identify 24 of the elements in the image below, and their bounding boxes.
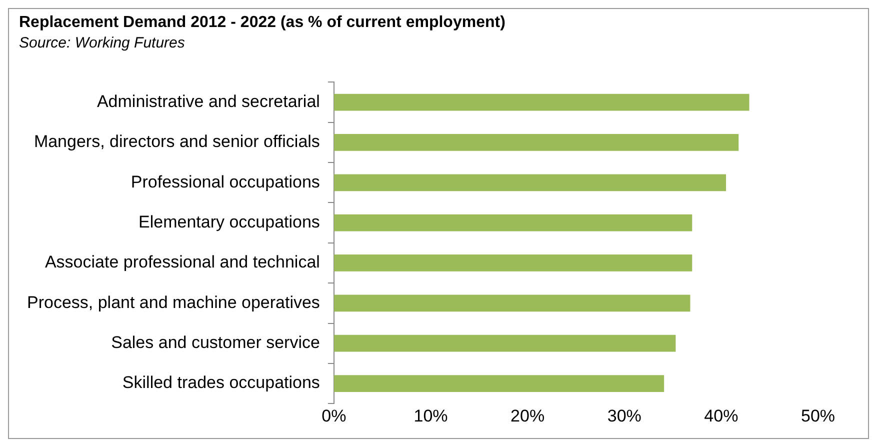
bar: [334, 254, 692, 272]
y-tick-label: Skilled trades occupations: [122, 373, 320, 392]
x-tick-label: 50%: [800, 406, 836, 426]
bar: [334, 134, 739, 151]
x-tick-label: 10%: [414, 406, 448, 426]
bar: [334, 375, 664, 392]
text: Source: Working Futures: [19, 34, 186, 52]
chart-title: Replacement Demand 2012 - 2022 (as % of current employment): [19, 14, 506, 32]
x-tick-label: 0%: [322, 406, 346, 426]
y-tick-label: Elementary occupations: [138, 212, 320, 232]
bar: [334, 94, 750, 111]
y-tick-label: Associate professional and technical: [44, 252, 320, 272]
bar: [334, 334, 676, 352]
y-tick-label: Sales and customer service: [111, 333, 320, 352]
y-tick-label: Administrative and secretarial: [96, 92, 320, 111]
x-tick-label: 40%: [704, 406, 738, 426]
bar: [334, 214, 692, 232]
x-tick-label: 20%: [510, 406, 545, 426]
y-tick-label: Process, plant and machine operatives: [26, 292, 320, 312]
y-tick-label: Professional occupations: [130, 172, 320, 192]
bar: [334, 294, 690, 312]
x-tick-label: 30%: [607, 406, 642, 426]
y-tick-label: Mangers, directors and senior officials: [34, 132, 320, 152]
bar: [334, 174, 726, 192]
